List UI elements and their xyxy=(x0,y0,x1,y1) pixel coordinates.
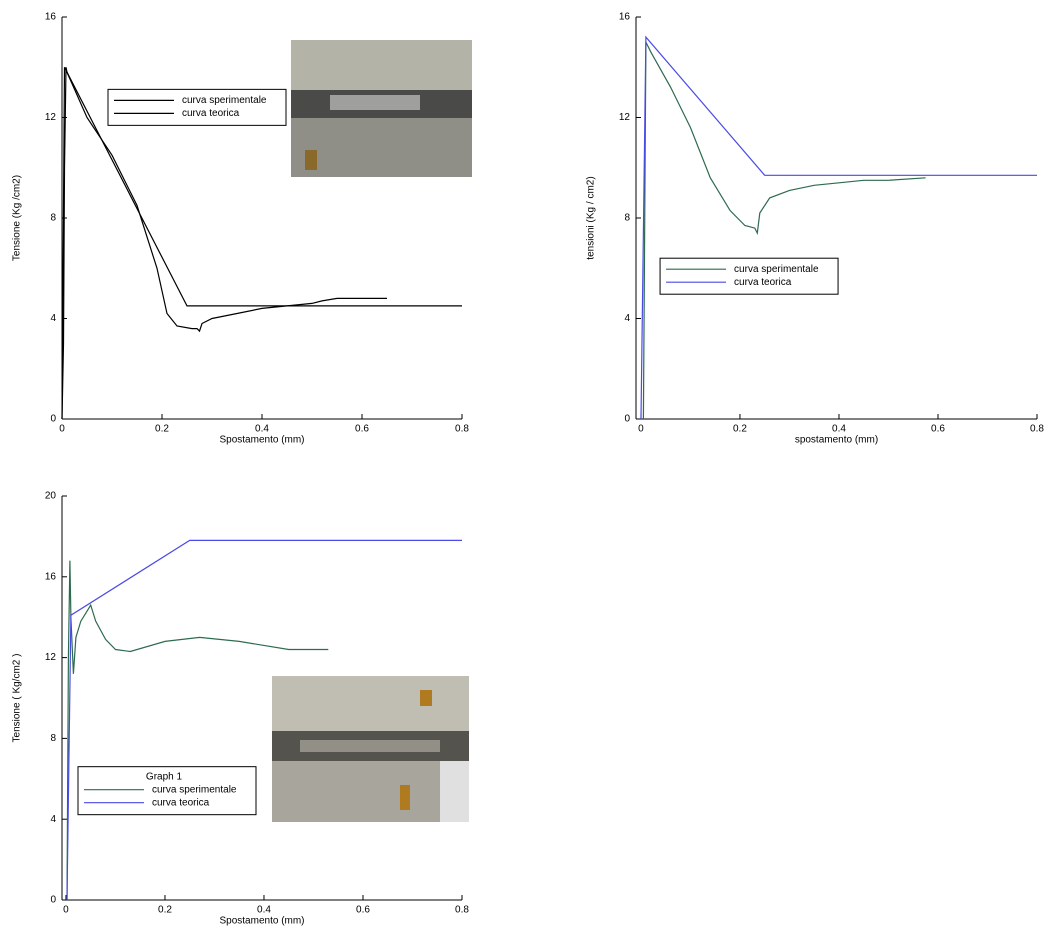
y-tick-label: 0 xyxy=(50,895,56,906)
y-tick-label: 8 xyxy=(50,733,56,744)
x-tick-label: 0.8 xyxy=(1030,424,1044,435)
y-tick-label: 4 xyxy=(624,313,630,324)
y-axis-label: tensioni (Kg / cm2) xyxy=(586,176,597,259)
x-tick-label: 0.4 xyxy=(832,424,846,435)
y-tick-label: 12 xyxy=(45,652,57,663)
data-line xyxy=(66,539,462,901)
y-tick-label: 16 xyxy=(45,12,57,23)
legend-label: curva sperimentale xyxy=(734,264,819,275)
y-tick-label: 4 xyxy=(50,814,56,825)
legend-box xyxy=(77,766,257,816)
y-tick-label: 8 xyxy=(50,213,56,224)
x-axis-label: spostamento (mm) xyxy=(795,435,878,446)
x-tick-label: 0 xyxy=(638,424,644,435)
data-line xyxy=(66,560,329,901)
x-tick-label: 0.8 xyxy=(455,905,469,916)
legend-title: Graph 1 xyxy=(146,771,183,782)
x-tick-label: 0.4 xyxy=(257,905,271,916)
photo xyxy=(272,676,469,822)
data-line xyxy=(61,67,462,420)
y-tick-label: 16 xyxy=(45,571,57,582)
x-axis-label: Spostamento (mm) xyxy=(219,435,304,446)
legend-box xyxy=(107,88,287,126)
x-tick-label: 0.6 xyxy=(355,424,369,435)
legend-label: curva teorica xyxy=(182,108,240,119)
data-line xyxy=(642,41,926,420)
x-tick-label: 0.8 xyxy=(455,424,469,435)
y-tick-label: 0 xyxy=(624,414,630,425)
legend-label: curva sperimentale xyxy=(182,95,267,106)
y-tick-label: 16 xyxy=(619,12,631,23)
legend-label: curva teorica xyxy=(734,277,792,288)
x-tick-label: 0.2 xyxy=(733,424,747,435)
legend-box xyxy=(659,257,839,295)
y-tick-label: 8 xyxy=(624,213,630,224)
x-tick-label: 0 xyxy=(59,424,65,435)
x-axis-label: Spostamento (mm) xyxy=(219,916,304,927)
x-tick-label: 0.4 xyxy=(255,424,269,435)
x-tick-label: 0.2 xyxy=(155,424,169,435)
x-tick-label: 0 xyxy=(63,905,69,916)
y-axis-label: Tensione ( Kg/cm2 ) xyxy=(12,654,23,743)
y-axis-label: Tensione (Kg /cm2) xyxy=(12,175,23,261)
data-line xyxy=(640,35,1037,420)
y-tick-label: 20 xyxy=(45,491,57,502)
photo xyxy=(291,40,472,177)
x-tick-label: 0.6 xyxy=(931,424,945,435)
legend-label: curva teorica xyxy=(152,797,210,808)
legend-label: curva sperimentale xyxy=(152,784,237,795)
y-tick-label: 12 xyxy=(619,112,631,123)
y-tick-label: 12 xyxy=(45,112,57,123)
x-tick-label: 0.2 xyxy=(158,905,172,916)
y-tick-label: 0 xyxy=(50,414,56,425)
x-tick-label: 0.6 xyxy=(356,905,370,916)
y-tick-label: 4 xyxy=(50,313,56,324)
